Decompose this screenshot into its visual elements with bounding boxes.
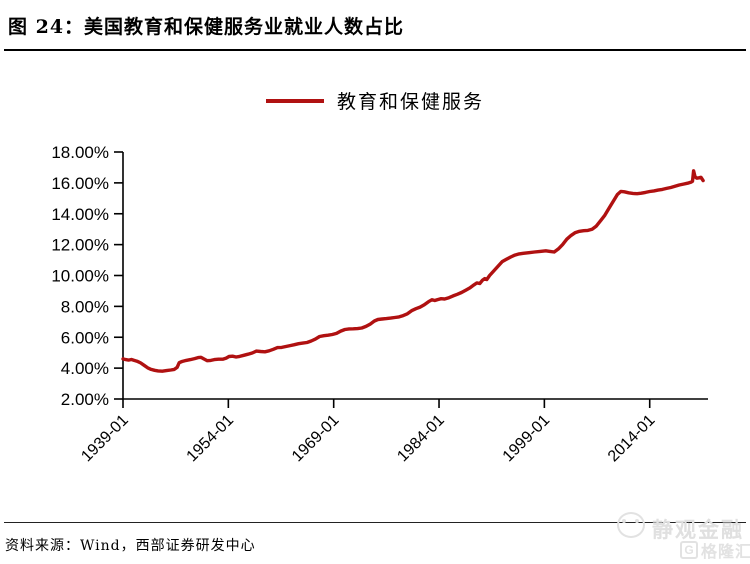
x-tick-label: 1984-01 xyxy=(394,412,448,466)
x-tick-label: 1939-01 xyxy=(78,412,132,466)
y-tick-label: 6.00% xyxy=(61,328,109,347)
panda-logo-icon xyxy=(617,512,645,538)
watermark-platform-row: G 格隆汇 xyxy=(680,538,750,562)
chart-legend: 教育和保健服务 xyxy=(0,87,750,114)
x-tick-label: 1969-01 xyxy=(289,412,343,466)
y-tick-label: 4.00% xyxy=(61,359,109,378)
y-tick-label: 8.00% xyxy=(61,297,109,316)
footer-divider xyxy=(4,522,746,523)
source-note: 资料来源：Wind，西部证券研发中心 xyxy=(5,538,256,554)
watermark-platform: 格隆汇 xyxy=(701,544,750,561)
x-tick-label: 1999-01 xyxy=(500,412,554,466)
legend-line-swatch xyxy=(265,98,324,103)
gelonghui-logo-icon: G xyxy=(680,541,698,559)
series-line xyxy=(121,169,705,373)
y-tick-label: 14.00% xyxy=(51,205,109,224)
x-tick-label: 1954-01 xyxy=(184,412,238,466)
watermark-brand: 静观金融 xyxy=(652,519,744,542)
title-divider xyxy=(4,49,746,51)
y-tick-label: 16.00% xyxy=(51,174,109,193)
figure-title: 图 24：美国教育和保健服务业就业人数占比 xyxy=(8,16,405,38)
y-tick-label: 18.00% xyxy=(51,143,109,162)
x-tick-label: 2014-01 xyxy=(605,412,659,466)
y-tick-label: 2.00% xyxy=(61,390,109,409)
y-tick-label: 10.00% xyxy=(51,267,109,286)
legend-label: 教育和保健服务 xyxy=(336,91,484,113)
y-tick-label: 12.00% xyxy=(51,236,109,255)
